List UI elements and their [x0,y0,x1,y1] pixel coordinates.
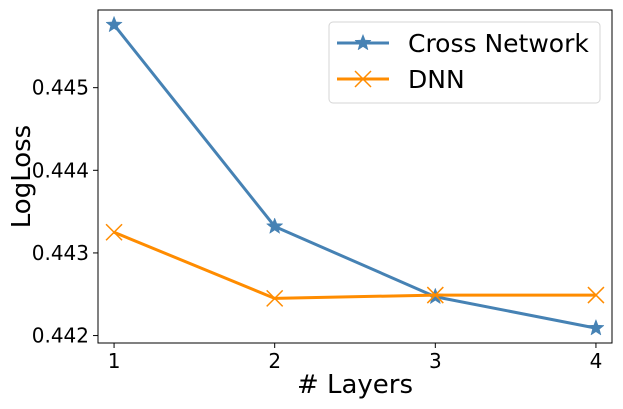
data-point-dnn [266,289,284,307]
x-tick-label: 4 [590,349,603,373]
series-line-dnn [113,230,596,300]
data-point-cross-network [105,15,123,33]
data-point-cross-network [265,217,284,234]
plot-frame [97,9,613,344]
data-point-dnn [587,286,605,304]
data-point-dnn [105,223,123,241]
data-point-dnn [426,286,444,304]
x-tick-label: 2 [268,349,281,373]
legend-marker-cross-network [354,33,372,51]
x-axis-label: # Layers [297,370,413,400]
legend-marker-dnn [354,70,372,88]
data-point-cross-network [587,318,605,336]
series-line-cross-network [112,23,597,330]
y-tick-label: 0.445 [32,76,89,100]
y-tick-label: 0.442 [32,324,89,348]
x-tick-label: 1 [108,349,121,373]
x-tick-label: 3 [429,349,442,373]
y-tick-label: 0.444 [32,158,89,182]
legend-label-cross-network: Cross Network [408,29,589,58]
y-tick-label: 0.443 [32,241,89,265]
legend-label-dnn: DNN [408,65,465,94]
y-axis-label: LogLoss [7,125,37,228]
legend-box [328,21,601,104]
